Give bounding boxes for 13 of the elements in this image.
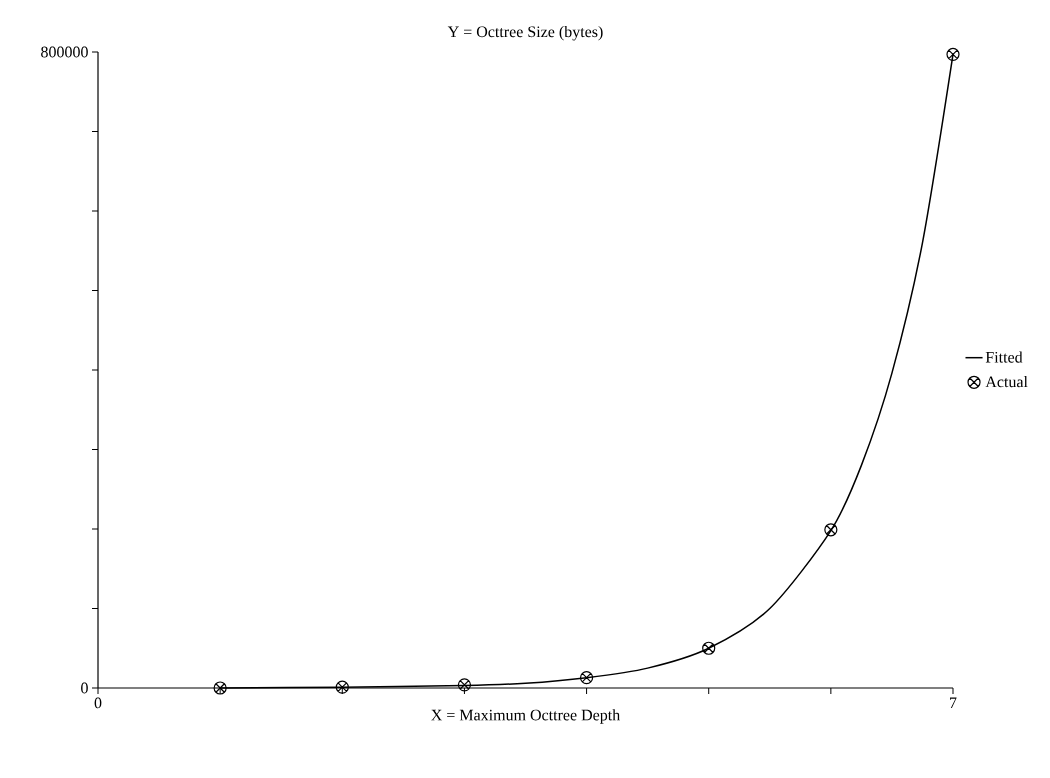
x-axis-title: X = Maximum Octtree Depth: [431, 709, 621, 724]
legend-label: Fitted: [985, 351, 1023, 363]
point: [213, 681, 227, 695]
y-axis-title: Y = Octtree Size (bytes): [447, 25, 603, 41]
point: [702, 641, 716, 655]
point: [579, 671, 594, 685]
point: [457, 678, 472, 692]
y-tick-label: 800000: [41, 46, 88, 58]
legend-label: Actual: [985, 375, 1028, 388]
x-tick-label: 7: [950, 697, 957, 708]
point: [824, 523, 838, 537]
point: [335, 680, 349, 694]
point: [946, 47, 960, 61]
